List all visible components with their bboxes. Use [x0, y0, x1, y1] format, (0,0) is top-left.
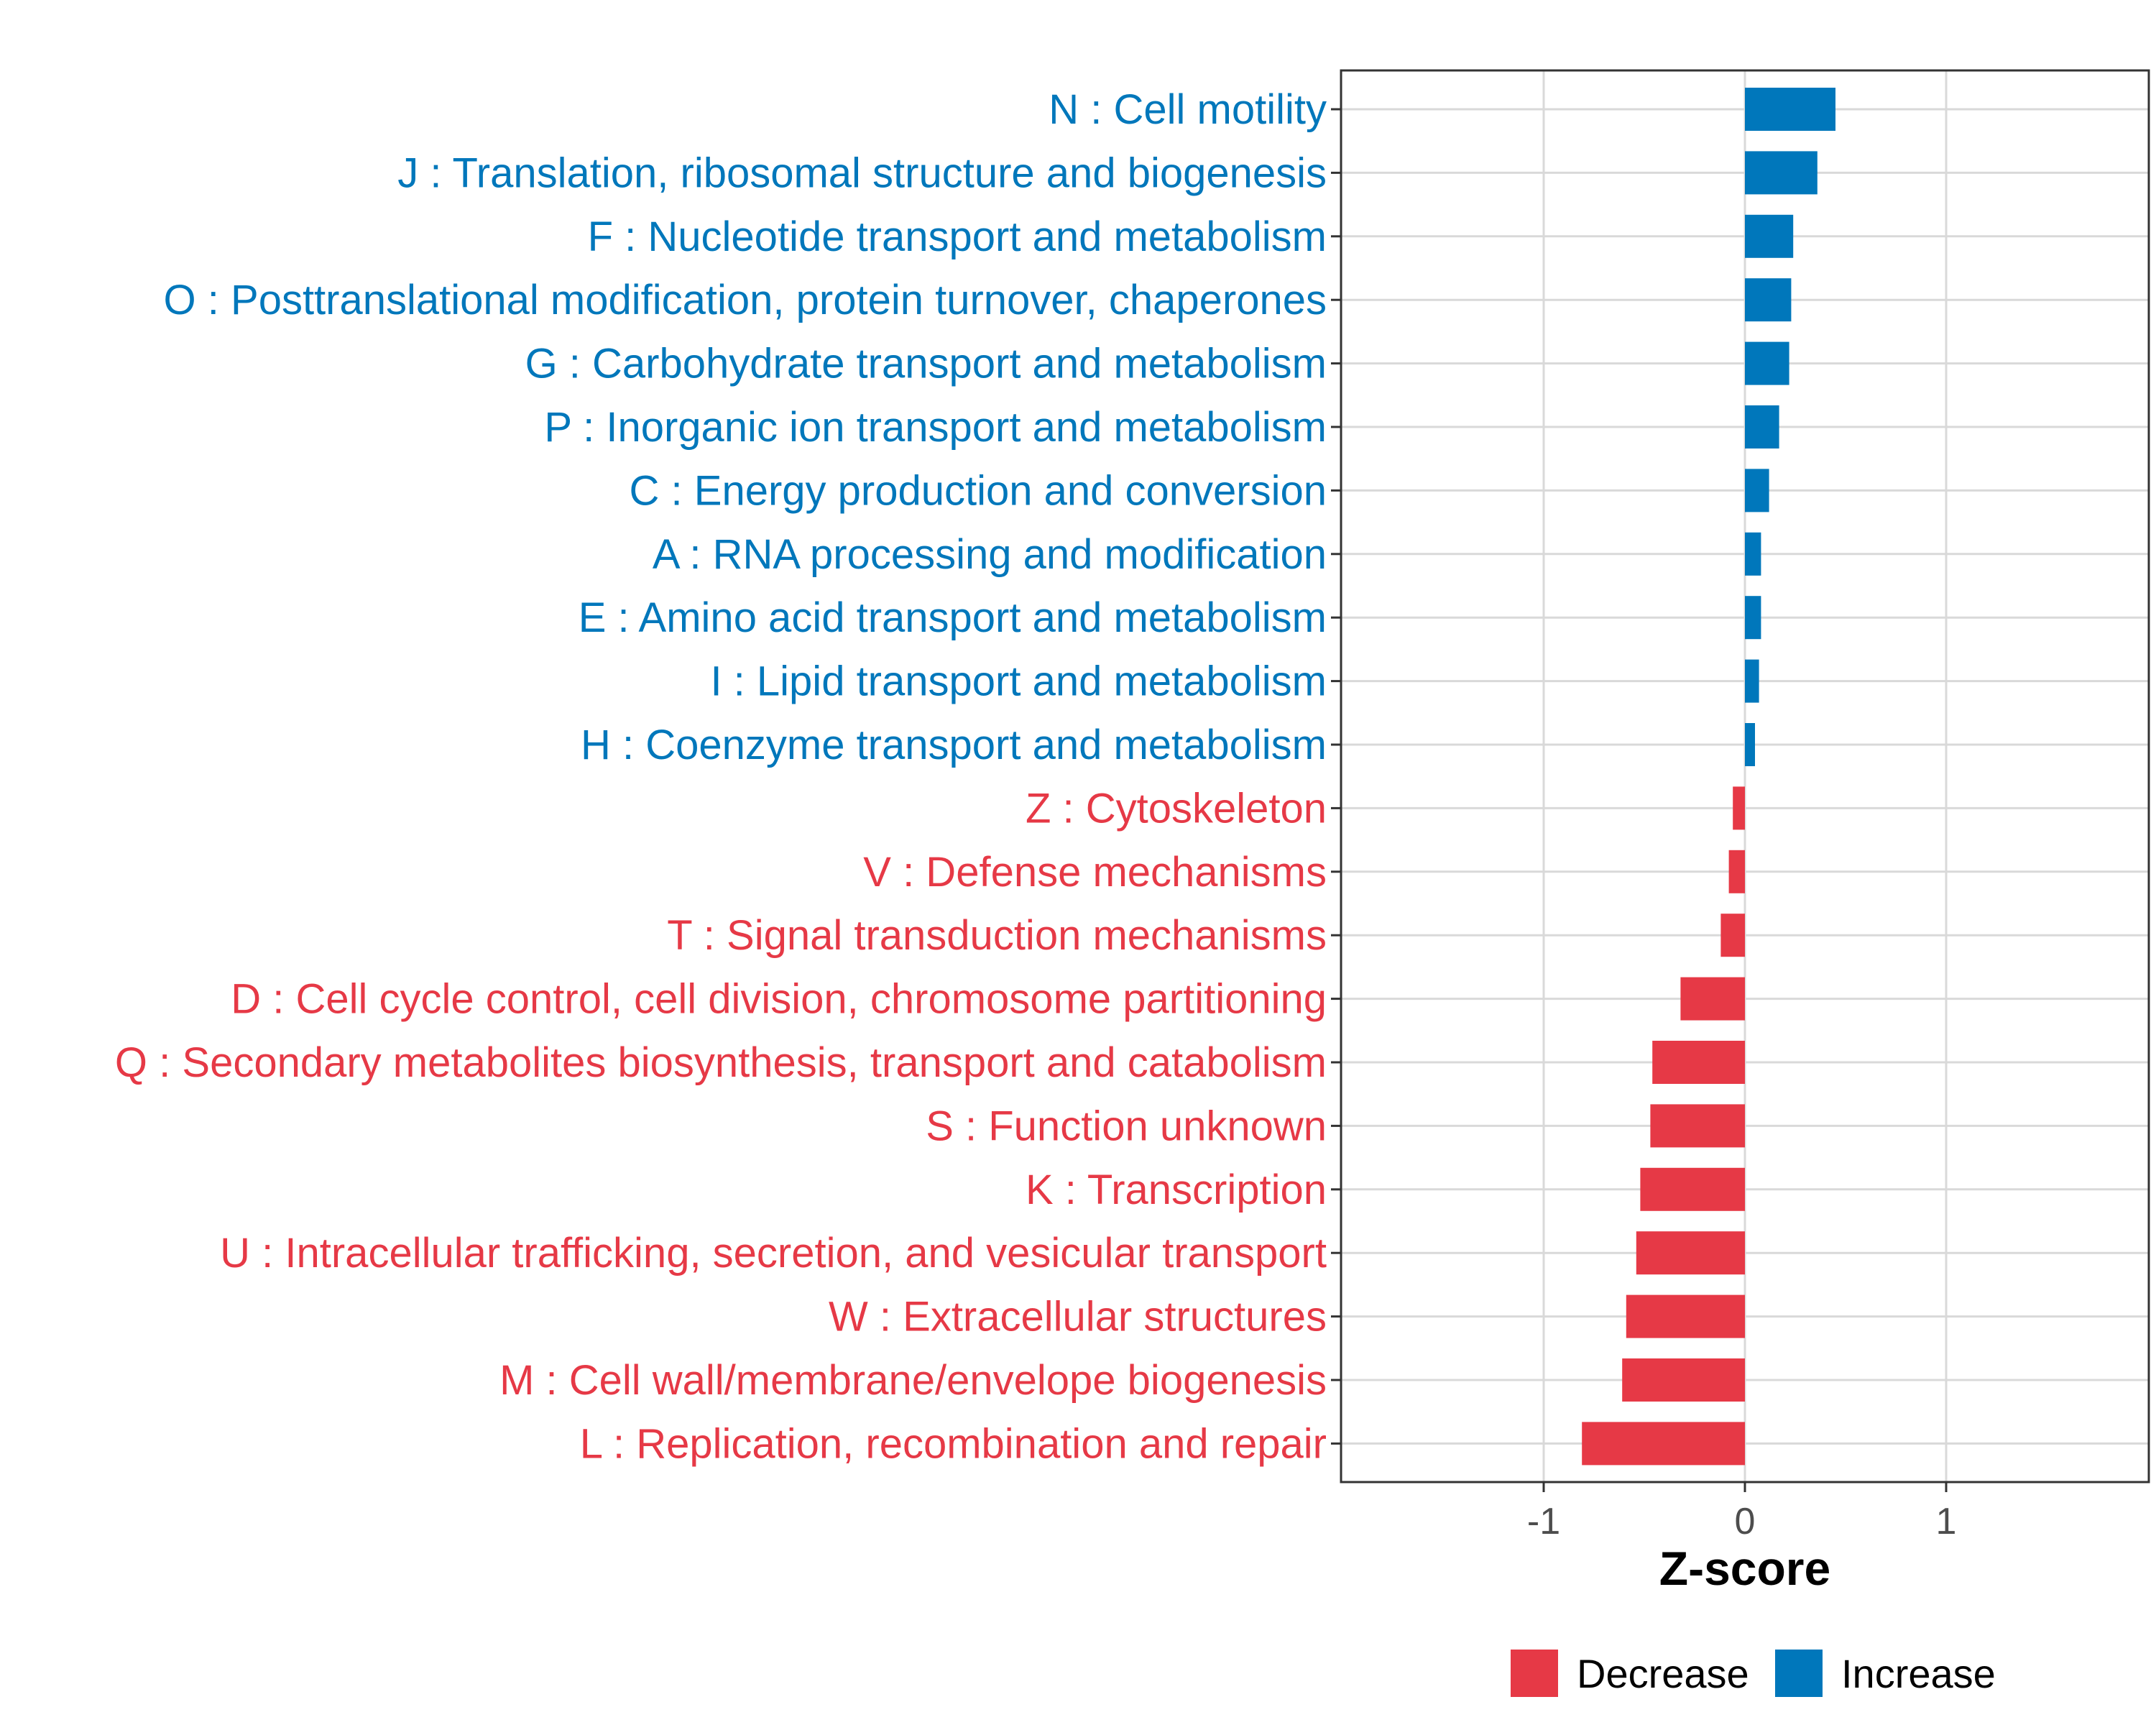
category-label: F : Nucleotide transport and metabolism [588, 213, 1327, 260]
category-label: P : Inorganic ion transport and metaboli… [544, 404, 1327, 451]
category-label: W : Extracellular structures [829, 1294, 1327, 1340]
bar-n [1745, 88, 1835, 131]
x-axis-ticks: -1 0 1 [1527, 1482, 1957, 1542]
bar-v [1728, 850, 1745, 893]
bar-u [1636, 1231, 1745, 1275]
x-axis-title: Z-score [1659, 1542, 1830, 1595]
legend-label-decrease: Decrease [1577, 1651, 1749, 1696]
bar-d [1680, 977, 1745, 1021]
x-tick-label: 1 [1936, 1501, 1957, 1542]
category-label: Q : Secondary metabolites biosynthesis, … [115, 1039, 1327, 1086]
legend-label-increase: Increase [1841, 1651, 1996, 1696]
bar-m [1622, 1358, 1745, 1402]
category-label: Z : Cytoskeleton [1026, 785, 1327, 832]
bar-w [1626, 1294, 1745, 1338]
category-label: I : Lipid transport and metabolism [710, 658, 1327, 705]
category-label: C : Energy production and conversion [630, 467, 1327, 514]
bar-z [1733, 786, 1745, 830]
x-tick-label: -1 [1527, 1501, 1560, 1542]
category-label: A : RNA processing and modification [653, 531, 1327, 578]
category-label: V : Defense mechanisms [863, 849, 1327, 896]
x-tick-label: 0 [1735, 1501, 1756, 1542]
bar-p [1745, 405, 1779, 448]
legend: Decrease Increase [1511, 1650, 1996, 1697]
bar-h [1745, 723, 1755, 766]
bar-j [1745, 151, 1818, 195]
bar-c [1745, 469, 1769, 512]
bars [1582, 88, 1835, 1466]
legend-swatch-increase [1775, 1650, 1823, 1697]
category-labels: N : Cell motility J : Translation, riboso… [115, 86, 1341, 1467]
category-label: H : Coenzyme transport and metabolism [581, 722, 1327, 768]
bar-i [1745, 659, 1759, 703]
category-label: D : Cell cycle control, cell division, c… [231, 976, 1327, 1023]
bar-f [1745, 214, 1794, 258]
category-label: T : Signal transduction mechanisms [667, 912, 1327, 959]
category-label: J : Translation, ribosomal structure and… [397, 150, 1327, 196]
bar-k [1640, 1167, 1745, 1211]
category-label: E : Amino acid transport and metabolism [579, 594, 1327, 641]
legend-swatch-decrease [1511, 1650, 1558, 1697]
bar-s [1650, 1104, 1745, 1148]
bar-l [1582, 1422, 1745, 1466]
bar-t [1720, 914, 1745, 957]
category-label: G : Carbohydrate transport and metabolis… [525, 341, 1327, 387]
category-label: S : Function unknown [926, 1103, 1327, 1149]
bar-e [1745, 596, 1761, 640]
category-label: K : Transcription [1026, 1167, 1327, 1213]
category-label: N : Cell motility [1049, 86, 1327, 133]
category-label: O : Posttranslational modification, prot… [164, 277, 1327, 323]
bar-o [1745, 278, 1792, 322]
category-label: M : Cell wall/membrane/envelope biogenes… [499, 1357, 1327, 1404]
bar-a [1745, 532, 1761, 576]
category-label: U : Intracellular trafficking, secretion… [220, 1230, 1327, 1276]
bar-q [1652, 1041, 1745, 1084]
bar-g [1745, 341, 1789, 385]
category-label: L : Replication, recombination and repai… [580, 1420, 1327, 1467]
